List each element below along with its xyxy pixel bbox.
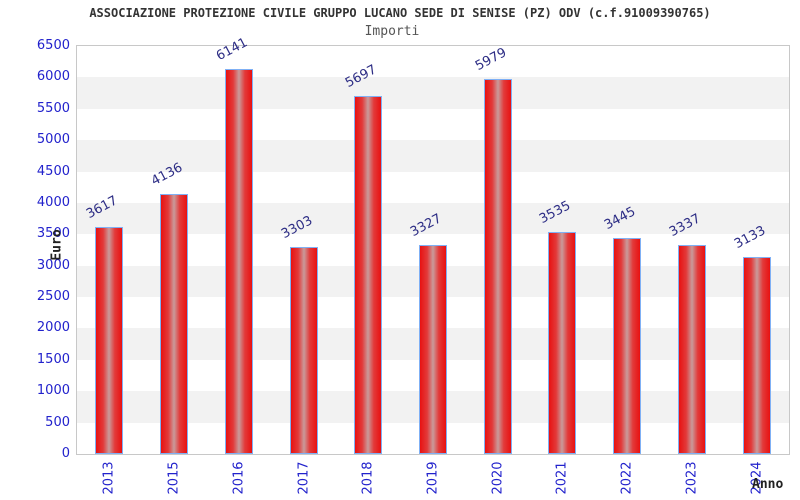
bar-2015 bbox=[160, 194, 189, 454]
bar-2022 bbox=[613, 238, 642, 454]
y-tick-label: 2500 bbox=[36, 289, 70, 305]
x-tick-label: 2021 bbox=[554, 461, 570, 495]
x-tick-label: 2015 bbox=[166, 461, 182, 495]
bar-2023 bbox=[677, 245, 706, 454]
y-tick-label: 6500 bbox=[36, 38, 70, 53]
x-tick-label: 2022 bbox=[619, 461, 635, 495]
y-axis-title: Euro bbox=[49, 229, 65, 261]
plot-band bbox=[77, 171, 789, 203]
plot-band bbox=[77, 108, 789, 141]
bar-2013 bbox=[95, 227, 124, 454]
y-tick-label: 5500 bbox=[36, 100, 70, 116]
x-tick-label: 2013 bbox=[101, 461, 117, 495]
y-tick-label: 6000 bbox=[36, 69, 70, 85]
y-tick-label: 2000 bbox=[36, 320, 70, 336]
bar-2024 bbox=[742, 257, 771, 454]
x-tick-label: 2017 bbox=[296, 461, 312, 495]
plot-band bbox=[77, 46, 789, 78]
y-tick-label: 3000 bbox=[36, 257, 70, 273]
x-tick-label: 2023 bbox=[684, 461, 700, 495]
y-tick-label: 5000 bbox=[36, 132, 70, 148]
y-tick-label: 0 bbox=[61, 446, 70, 461]
bar-2016 bbox=[224, 69, 253, 454]
plot-band bbox=[77, 77, 789, 109]
bar-2021 bbox=[548, 232, 577, 454]
bar-2020 bbox=[483, 79, 512, 454]
y-tick-label: 1000 bbox=[36, 383, 70, 399]
x-tick-label: 2020 bbox=[490, 461, 506, 495]
chart-title: ASSOCIAZIONE PROTEZIONE CIVILE GRUPPO LU… bbox=[89, 6, 711, 20]
bar-2018 bbox=[354, 96, 383, 454]
y-tick-label: 500 bbox=[45, 414, 70, 430]
plot-area: 3617 4136 6141 3303 5697 3327 5979 3535 3445 3337… bbox=[76, 35, 790, 455]
x-tick-label: 2018 bbox=[360, 461, 376, 495]
bar-2019 bbox=[419, 245, 447, 454]
x-tick-label: 2019 bbox=[425, 461, 441, 495]
y-tick-label: 4000 bbox=[36, 194, 70, 210]
x-axis-title: Anno bbox=[752, 477, 784, 492]
bar-2017 bbox=[289, 247, 318, 454]
y-tick-label: 4500 bbox=[36, 163, 70, 179]
x-tick-label: 2016 bbox=[231, 461, 247, 495]
y-tick-label: 1500 bbox=[36, 351, 70, 367]
y-tick-label: 3500 bbox=[36, 226, 70, 242]
chart-subtitle: Importi bbox=[364, 24, 420, 39]
plot-band bbox=[77, 140, 789, 172]
plot-band bbox=[77, 202, 789, 235]
